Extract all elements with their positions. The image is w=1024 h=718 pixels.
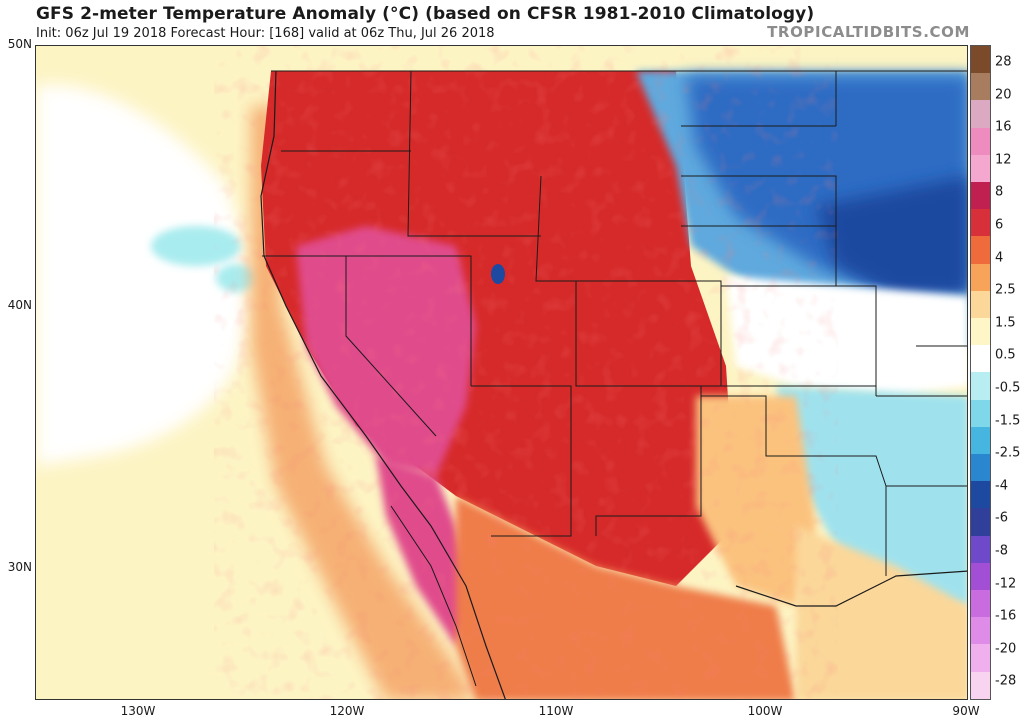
colorbar-label: 2.5 (995, 282, 1016, 298)
colorbar-label: 4 (995, 250, 1004, 266)
state-borders (262, 70, 967, 576)
colorbar-label: 8 (995, 184, 1004, 200)
map-canvas (36, 46, 967, 699)
colorbar-label: -6 (995, 510, 1008, 526)
colorbar-swatch (971, 508, 990, 536)
colorbar-swatch (971, 236, 990, 264)
plains-neutral-region (726, 276, 967, 396)
gulf-mild-region (796, 526, 967, 699)
colorbar-label: -20 (995, 641, 1017, 657)
baja-coastline (390, 505, 477, 687)
pacific-neutral-zone (36, 84, 248, 466)
colorbar-swatch (971, 46, 990, 74)
colorbar-swatch (971, 481, 990, 509)
colorbar-swatch (971, 73, 990, 101)
colorbar-swatch (971, 209, 990, 237)
colorbar-swatch (971, 154, 990, 183)
great-salt-lake (491, 264, 505, 284)
chart-title: GFS 2-meter Temperature Anomaly (°C) (ba… (36, 4, 815, 24)
colorbar-label: 16 (995, 119, 1012, 135)
colorbar-swatch (971, 399, 990, 427)
colorbar-swatch (971, 535, 990, 563)
colorbar-label: -1.5 (995, 413, 1021, 429)
colorbar-label: 28 (995, 54, 1012, 70)
colorbar-label: -4 (995, 478, 1008, 494)
lon-label-90w: 90W (952, 704, 980, 718)
lat-label-50n: 50N (7, 37, 32, 51)
colorbar-label: 20 (995, 87, 1012, 103)
site-brand: TROPICALTIDBITS.COM (767, 23, 970, 41)
colorbar-label: 6 (995, 217, 1004, 233)
colorbar-swatch (971, 426, 990, 455)
lon-label-120w: 120W (329, 704, 365, 718)
colorbar-swatch (971, 263, 990, 291)
colorbar-swatch (971, 318, 990, 346)
colorbar-label: -8 (995, 543, 1008, 559)
colorbar-label: -0.5 (995, 380, 1021, 396)
colorbar-swatch (971, 617, 990, 645)
lon-label-110w: 110W (538, 704, 574, 718)
colorbar-label: 12 (995, 152, 1012, 168)
colorbar-label: -28 (995, 673, 1017, 689)
colorbar-label: -2.5 (995, 445, 1021, 461)
colorbar-label: 0.5 (995, 347, 1016, 363)
colorbar-swatch (971, 562, 990, 591)
forecast-info: Init: 06z Jul 19 2018 Forecast Hour: [16… (36, 26, 495, 41)
colorbar-swatch (971, 127, 990, 155)
great-lakes-cold-core (816, 176, 967, 296)
colorbar-label: -16 (995, 608, 1017, 624)
colorbar-swatch (971, 100, 990, 128)
colorbar-swatch (971, 290, 990, 319)
colorbar-swatch (971, 590, 990, 618)
pacific-coastline (260, 70, 506, 699)
colorbar-swatch (971, 182, 990, 210)
colorbar-swatch (971, 671, 990, 699)
lat-label-30n: 30N (7, 560, 32, 574)
colorbar-label: -12 (995, 576, 1017, 592)
colorbar-label: 1.5 (995, 315, 1016, 331)
southern-cool-region (776, 386, 967, 606)
pacific-cool-patch-2 (216, 264, 256, 292)
colorbar-swatch (971, 345, 990, 373)
lon-label-100w: 100W (747, 704, 783, 718)
lat-label-40n: 40N (7, 298, 32, 312)
anomaly-map (35, 45, 968, 700)
colorbar-swatch (971, 644, 990, 672)
lon-label-130w: 130W (120, 704, 156, 718)
colorbar-swatch (971, 454, 990, 482)
pacific-cool-patch (151, 226, 241, 266)
colorbar-swatch (971, 372, 990, 400)
gulf-coastline (735, 570, 967, 607)
temperature-colorbar (970, 45, 991, 700)
